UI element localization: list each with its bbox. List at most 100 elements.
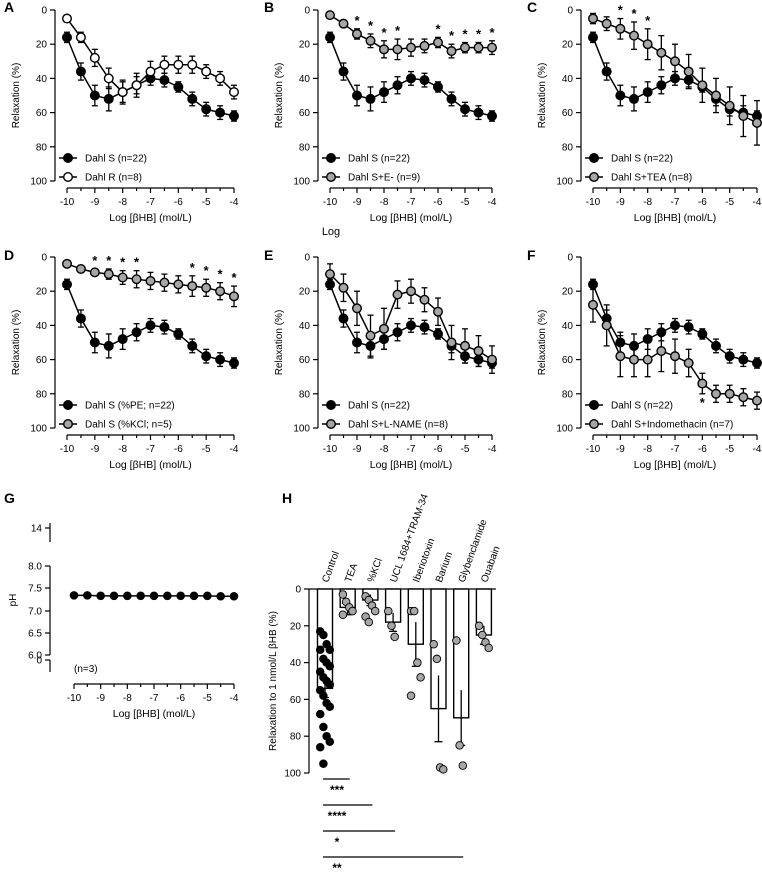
x-axis-label: Log [βHB] (mol/L) xyxy=(109,212,191,224)
x-tick-label: -5 xyxy=(725,444,734,455)
x-axis-label: Log [βHB] (mol/L) xyxy=(109,459,191,471)
y-axis-label: Relaxation (%) xyxy=(537,63,548,129)
y-tick-label: 40 xyxy=(36,321,48,332)
legend-label: Dahl S+L-NAME (n=8) xyxy=(348,420,448,431)
x-tick-label: -9 xyxy=(616,444,625,455)
category-label: Control xyxy=(320,550,341,584)
data-point xyxy=(433,306,444,317)
x-tick-label: -5 xyxy=(461,444,470,455)
data-point xyxy=(588,299,599,310)
data-point xyxy=(392,44,403,55)
y-tick-label: 80 xyxy=(299,389,311,400)
significance-star: * xyxy=(631,6,637,21)
data-point xyxy=(711,388,722,399)
data-point xyxy=(176,591,185,601)
y-tick-label: 6.0 xyxy=(28,651,42,662)
data-point xyxy=(487,111,498,122)
panel-H: H 0 20 40 60 80 100 Relaxation to 1 nmol/L βHB … xyxy=(268,490,503,873)
data-point xyxy=(315,709,325,719)
significance-star: * xyxy=(449,28,455,43)
data-point xyxy=(406,691,416,700)
data-point xyxy=(697,328,708,339)
data-point xyxy=(615,23,626,34)
data-point xyxy=(439,765,448,774)
data-point xyxy=(724,351,735,362)
data-point xyxy=(89,52,100,63)
x-tick-label: -4 xyxy=(488,197,497,208)
data-point xyxy=(159,75,170,86)
legend-marker xyxy=(589,171,600,182)
data-point xyxy=(109,591,119,601)
data-point xyxy=(325,702,335,712)
data-point xyxy=(642,87,653,98)
data-point xyxy=(487,42,498,53)
data-point xyxy=(433,81,444,92)
data-point xyxy=(711,340,722,351)
legend-label: Dahl R (n=8) xyxy=(85,173,142,184)
n-annotation: (n=3) xyxy=(74,664,98,675)
panel-letter: E xyxy=(264,247,273,263)
x-tick-label: -9 xyxy=(353,197,362,208)
data-point xyxy=(379,87,390,98)
panel-A: A 0 20 40 60 80 100 -10 -9 -8 -7 -6 -5 -4 Log [βHB] (m… xyxy=(4,0,239,224)
x-tick-label: -8 xyxy=(380,197,389,208)
y-tick-label: 100 xyxy=(556,424,573,435)
x-tick-label: -6 xyxy=(698,444,707,455)
significance-star: * xyxy=(645,13,651,28)
x-tick-label: -9 xyxy=(353,444,362,455)
data-point xyxy=(103,93,114,104)
data-point xyxy=(216,591,225,601)
y-tick-label: 20 xyxy=(290,621,302,632)
data-point xyxy=(352,28,363,39)
data-point xyxy=(601,320,612,331)
x-axis-label: Log [βHB] (mol/L) xyxy=(113,708,195,720)
x-tick-label: -7 xyxy=(671,197,680,208)
y-tick-label: 40 xyxy=(562,74,574,85)
significance-star: * xyxy=(395,23,401,38)
data-point xyxy=(338,610,348,620)
y-tick-label: 100 xyxy=(293,424,310,435)
y-tick-label: 80 xyxy=(36,142,48,153)
significance-star: * xyxy=(435,21,441,36)
category-label: %KCl xyxy=(366,557,385,584)
y-axis-label: pH xyxy=(8,594,19,607)
data-point xyxy=(390,632,399,642)
y-tick-label: 80 xyxy=(36,389,48,400)
data-point xyxy=(325,680,335,689)
significance-star: * xyxy=(134,255,140,270)
y-tick-label: 40 xyxy=(299,74,311,85)
data-point xyxy=(615,351,626,362)
y-tick-label: 60 xyxy=(562,355,574,366)
y-tick-label: 20 xyxy=(36,287,48,298)
panel-E: E 0 20 40 60 80 100 -10 -9 -8 -7 -6 -5 -4 Log [βHB] (m… xyxy=(264,247,498,471)
series-dahl-s-indomethacin-n-7- xyxy=(588,287,762,410)
data-point xyxy=(131,327,142,338)
data-point xyxy=(228,358,239,369)
data-point xyxy=(752,117,762,128)
legend-label: Dahl S (%KCl; n=5) xyxy=(85,420,172,431)
data-point xyxy=(458,761,468,770)
data-point xyxy=(173,81,184,92)
x-tick-label: -6 xyxy=(434,444,443,455)
x-tick-label: -4 xyxy=(753,197,762,208)
category-label: Barium xyxy=(434,550,455,584)
x-tick-label: -9 xyxy=(90,197,99,208)
data-point xyxy=(136,591,145,601)
data-point xyxy=(752,358,762,369)
panel-letter: C xyxy=(527,0,537,15)
panel-B: B 0 20 40 60 80 100 -10 -9 -8 -7 -6 -5 -4 Log [βHB] (m… xyxy=(264,0,498,238)
data-point xyxy=(455,741,464,750)
x-tick-label: -9 xyxy=(90,444,99,455)
y-tick-label: 0 xyxy=(304,253,310,264)
y-tick-label: 100 xyxy=(293,177,310,188)
x-tick-label: -8 xyxy=(123,693,132,704)
data-point xyxy=(615,90,626,101)
data-point xyxy=(432,654,442,664)
data-point xyxy=(103,340,114,351)
data-point xyxy=(201,351,212,362)
data-point xyxy=(62,13,73,24)
data-point xyxy=(711,90,722,101)
data-point xyxy=(149,591,159,601)
y-tick-label: 40 xyxy=(36,74,48,85)
legend-label: Dahl S (n=22) xyxy=(611,401,673,412)
